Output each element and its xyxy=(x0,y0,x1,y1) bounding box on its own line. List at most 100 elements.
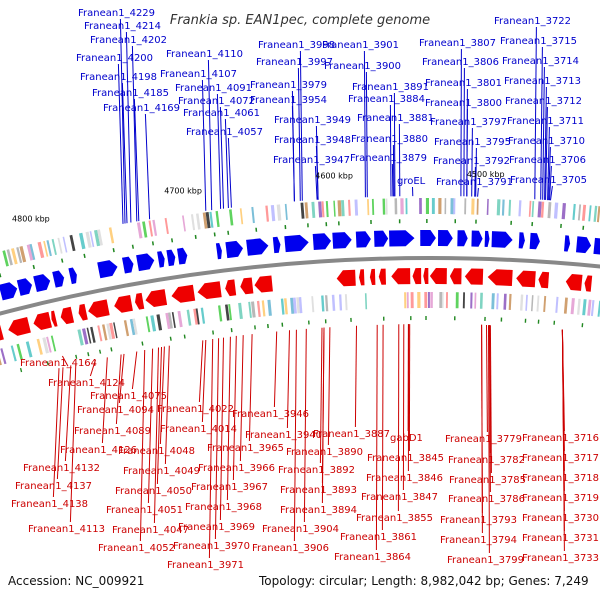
cog-stripe xyxy=(37,241,45,259)
cog-stripe xyxy=(339,294,343,311)
feature-dot xyxy=(553,320,556,325)
cog-stripe xyxy=(150,315,157,332)
feature-dot xyxy=(510,220,512,225)
gene-label: Franean1_4061 xyxy=(183,108,260,119)
connector-line xyxy=(321,327,325,504)
connector-line xyxy=(115,354,122,425)
cog-stripe xyxy=(382,198,386,215)
cog-stripe xyxy=(531,201,535,218)
connector-line xyxy=(56,367,64,480)
feature-dot xyxy=(350,317,352,322)
cog-stripe xyxy=(164,217,169,234)
cog-stripe xyxy=(462,292,465,309)
connector-line xyxy=(488,325,490,554)
feature-dot xyxy=(183,334,186,339)
gene-label: Franean1_3861 xyxy=(340,532,417,543)
cog-stripe xyxy=(341,200,345,217)
gene-rings xyxy=(0,198,600,373)
cog-stripe xyxy=(86,327,92,344)
gene-label: Franean1_3967 xyxy=(191,482,268,493)
connector-line xyxy=(216,93,222,209)
gene-label: Franean1_3718 xyxy=(522,473,599,484)
cog-stripe xyxy=(280,298,285,315)
cog-stripe xyxy=(405,198,408,215)
cog-stripe xyxy=(10,345,17,362)
connector-line xyxy=(314,165,318,200)
connector-line xyxy=(389,104,392,197)
cog-stripe xyxy=(331,294,336,311)
connector-line xyxy=(540,46,543,200)
cog-stripe xyxy=(528,200,532,217)
connector-line xyxy=(198,340,204,403)
cog-stripe xyxy=(404,292,407,309)
feature-dot xyxy=(212,330,214,335)
gene-label: Franean1_3998 xyxy=(258,40,335,51)
connector-line xyxy=(232,335,237,481)
cog-stripe xyxy=(531,295,534,312)
cog-stripe xyxy=(6,249,13,266)
cog-stripe xyxy=(156,314,163,331)
cog-stripe xyxy=(503,293,507,310)
gene-label: Franean1_3733 xyxy=(522,553,599,564)
gene-label: Franean1_3968 xyxy=(185,502,262,513)
gene-arrow xyxy=(0,282,18,301)
gene-arrow xyxy=(391,268,411,285)
gene-label: Franean1_4022 xyxy=(157,404,234,415)
cog-stripe xyxy=(525,294,528,311)
cog-stripe xyxy=(11,248,18,265)
gene-label: Franean1_4185 xyxy=(92,88,169,99)
cog-stripe xyxy=(425,198,429,214)
gene-arrow xyxy=(374,230,389,247)
gene-label: Franean1_3893 xyxy=(280,485,357,496)
genome-title: Frankia sp. EAN1pec, complete genome xyxy=(170,13,430,28)
cog-stripe xyxy=(36,338,43,355)
gene-label: Franean1_4057 xyxy=(186,127,263,138)
gene-label: Franean1_4014 xyxy=(160,424,237,435)
cog-stripe xyxy=(590,300,595,317)
cog-stripe xyxy=(205,212,211,229)
cog-stripe xyxy=(424,292,428,308)
feature-dot xyxy=(87,352,90,357)
gene-label: Franean1_3730 xyxy=(522,513,599,524)
gene-label: Franean1_4049 xyxy=(123,466,200,477)
cog-stripe xyxy=(106,323,112,340)
gene-label: Franean1_3731 xyxy=(522,533,599,544)
cog-stripe xyxy=(311,201,316,218)
gene-label: Franean1_3948 xyxy=(274,135,351,146)
cog-stripe xyxy=(102,324,108,341)
feature-dot xyxy=(83,253,86,258)
gene-label: Franean1_3715 xyxy=(500,36,577,47)
connector-line xyxy=(156,346,162,485)
cog-stripe xyxy=(229,209,234,226)
feature-dot xyxy=(338,221,340,226)
cog-stripe xyxy=(518,200,522,217)
feature-dot xyxy=(112,248,115,253)
connector-line xyxy=(315,145,319,200)
feature-dot xyxy=(169,336,172,341)
feature-dot xyxy=(454,219,456,224)
gene-label: Franean1_3904 xyxy=(262,524,339,535)
gene-arrow xyxy=(538,271,550,289)
connector-line xyxy=(69,364,77,523)
gene-label: Franean1_3793 xyxy=(440,515,517,526)
gene-arrow xyxy=(471,230,483,247)
connector-line xyxy=(226,336,231,501)
connector-line xyxy=(139,349,146,542)
cog-stripe xyxy=(129,318,136,336)
gene-label: Franean1_3971 xyxy=(167,560,244,571)
connector-line xyxy=(291,105,295,202)
gene-arrow xyxy=(369,268,376,285)
cog-stripe xyxy=(344,294,348,311)
gene-label: Franean1_3719 xyxy=(522,493,599,504)
gene-label: Franean1_3847 xyxy=(361,492,438,503)
cog-stripe xyxy=(563,297,568,314)
cog-stripe xyxy=(348,199,351,216)
connector-line xyxy=(208,338,214,559)
gene-label: Franean1_3714 xyxy=(502,56,579,67)
cog-stripe xyxy=(251,206,255,224)
cog-stripe xyxy=(439,292,443,308)
cog-stripe xyxy=(42,337,49,354)
cog-stripe xyxy=(508,199,512,216)
feature-dot xyxy=(410,316,412,321)
connector-line xyxy=(391,163,394,197)
